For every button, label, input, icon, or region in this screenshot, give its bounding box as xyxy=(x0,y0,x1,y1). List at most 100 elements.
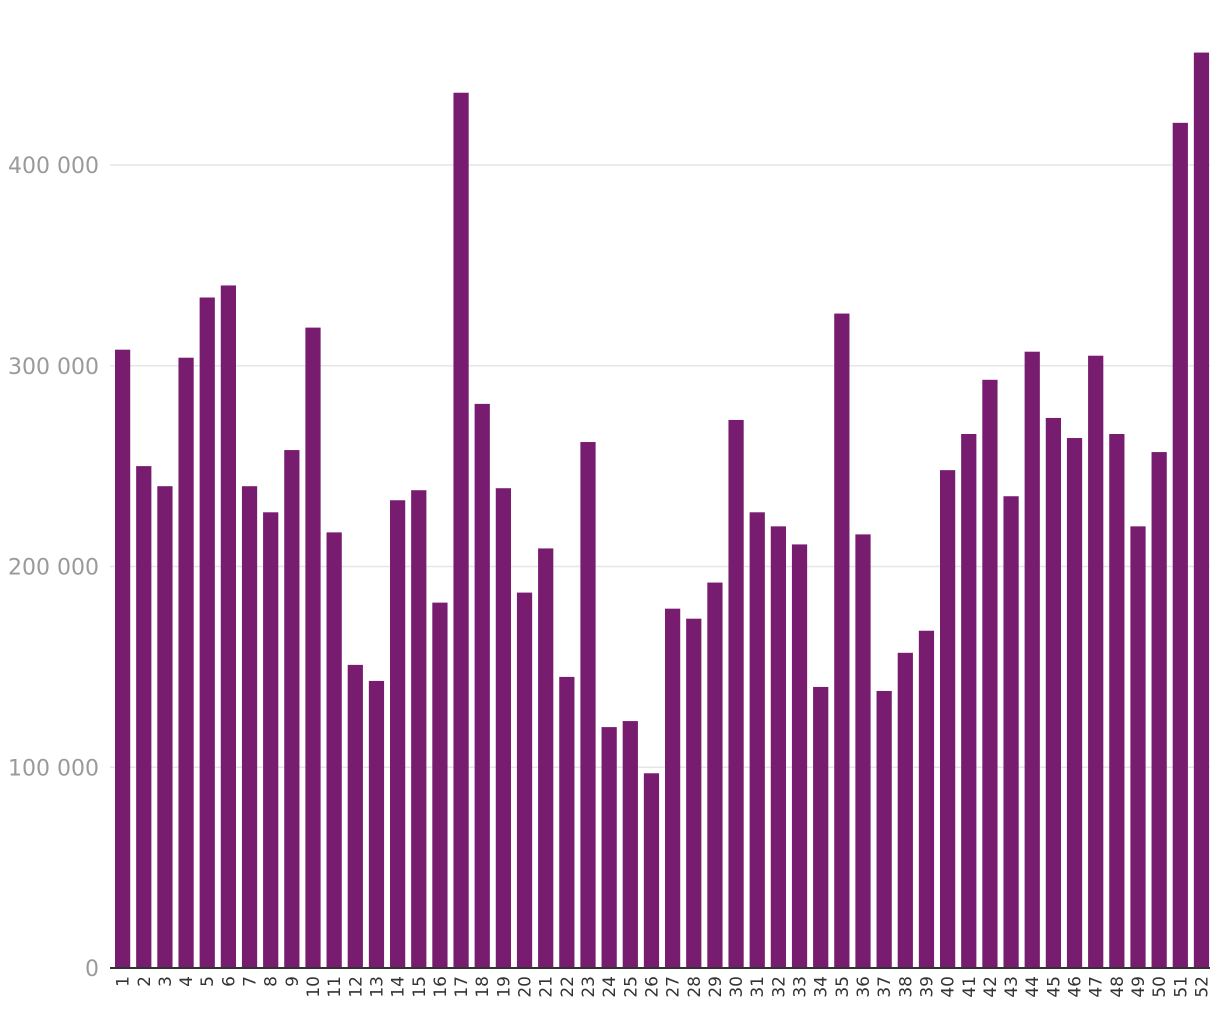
x-tick-label: 38 xyxy=(896,976,916,998)
bar-week-49 xyxy=(1130,526,1146,968)
x-tick-label: 45 xyxy=(1044,976,1064,998)
x-tick-label: 25 xyxy=(621,976,641,998)
bar-week-31 xyxy=(749,512,765,968)
bar-week-9 xyxy=(284,450,300,968)
bar-week-41 xyxy=(961,434,977,968)
x-tick-label: 47 xyxy=(1087,976,1107,998)
x-tick-label: 6 xyxy=(219,976,239,987)
bar-week-47 xyxy=(1088,355,1104,969)
bar-week-37 xyxy=(876,690,892,968)
x-tick-label: 26 xyxy=(642,976,662,998)
bar-week-2 xyxy=(136,466,152,968)
bar-week-34 xyxy=(813,686,829,968)
bar-week-15 xyxy=(411,490,427,968)
bar-week-20 xyxy=(516,592,533,968)
bar-week-8 xyxy=(263,512,279,968)
bar-week-18 xyxy=(474,403,490,968)
x-tick-label: 37 xyxy=(875,976,895,998)
x-tick-label: 21 xyxy=(537,976,557,998)
x-tick-label: 7 xyxy=(241,976,261,987)
bar-week-44 xyxy=(1024,351,1040,968)
bar-layer xyxy=(115,52,1210,969)
bar-week-26 xyxy=(643,773,660,968)
x-tick-label: 10 xyxy=(304,976,324,998)
bar-week-39 xyxy=(918,630,935,968)
y-tick-label: 200 000 xyxy=(8,556,99,581)
y-tick-label: 300 000 xyxy=(8,355,99,380)
bar-week-46 xyxy=(1066,438,1083,968)
x-tick-label: 52 xyxy=(1192,976,1212,998)
x-tick-label: 23 xyxy=(579,976,599,998)
bar-week-22 xyxy=(559,676,575,968)
x-tick-label: 32 xyxy=(769,976,789,998)
x-tick-label: 19 xyxy=(494,976,514,998)
x-tick-label: 2 xyxy=(135,976,155,987)
x-tick-label: 22 xyxy=(558,976,578,998)
x-tick-label: 30 xyxy=(727,976,747,998)
bar-week-13 xyxy=(368,680,385,968)
x-tick-label: 3 xyxy=(156,976,176,987)
x-tick-label: 24 xyxy=(600,976,620,998)
x-tick-label: 40 xyxy=(939,976,959,998)
bar-week-19 xyxy=(495,488,511,968)
x-tick-label: 5 xyxy=(198,976,218,987)
x-tick-label: 4 xyxy=(177,976,197,987)
bar-week-25 xyxy=(622,721,638,968)
x-tick-label: 49 xyxy=(1129,976,1149,998)
bar-week-29 xyxy=(707,582,723,968)
bar-week-12 xyxy=(347,664,363,968)
x-tick-label: 28 xyxy=(685,976,705,998)
x-tick-label: 35 xyxy=(833,976,853,998)
bar-week-28 xyxy=(686,618,702,968)
x-tick-label: 1 xyxy=(114,976,134,987)
y-tick-label: 100 000 xyxy=(8,756,99,781)
x-tick-label: 41 xyxy=(960,976,980,998)
bar-week-5 xyxy=(199,297,215,968)
bar-week-38 xyxy=(897,652,913,968)
x-tick-label: 20 xyxy=(516,976,536,998)
bar-week-3 xyxy=(157,486,173,968)
bar-week-14 xyxy=(390,500,406,968)
x-tick-label: 29 xyxy=(706,976,726,998)
bar-week-7 xyxy=(241,486,258,968)
bar-week-51 xyxy=(1172,122,1188,969)
x-tick-label: 15 xyxy=(410,976,430,998)
x-tick-label: 50 xyxy=(1150,976,1170,998)
bar-week-17 xyxy=(453,92,469,969)
x-tick-label: 8 xyxy=(262,976,282,987)
bar-week-27 xyxy=(665,608,681,968)
bar-week-11 xyxy=(326,532,342,968)
bar-week-21 xyxy=(538,548,554,968)
x-tick-label: 11 xyxy=(325,976,345,998)
bar-week-50 xyxy=(1151,452,1167,968)
x-tick-label: 51 xyxy=(1171,976,1191,998)
x-tick-label: 27 xyxy=(664,976,684,998)
bar-week-35 xyxy=(834,313,850,968)
x-tick-label: 18 xyxy=(473,976,493,998)
bar-week-24 xyxy=(601,727,617,968)
bar-week-6 xyxy=(220,285,236,968)
x-tick-label: 16 xyxy=(431,976,451,998)
x-tick-label: 13 xyxy=(367,976,387,998)
x-tick-label: 46 xyxy=(1066,976,1086,998)
x-tick-label: 48 xyxy=(1108,976,1128,998)
bar-week-33 xyxy=(791,544,808,968)
bar-week-40 xyxy=(940,470,956,968)
bar-week-43 xyxy=(1003,496,1019,968)
x-tick-label: 44 xyxy=(1023,976,1043,998)
bar-week-23 xyxy=(580,442,596,968)
y-tick-label: 0 xyxy=(85,957,99,982)
y-tick-label: 400 000 xyxy=(8,154,99,179)
bar-week-52 xyxy=(1193,52,1210,968)
bar-week-10 xyxy=(305,327,321,968)
x-tick-label: 12 xyxy=(346,976,366,998)
bar-week-16 xyxy=(432,602,448,968)
bar-week-42 xyxy=(982,379,998,968)
bar-week-1 xyxy=(115,349,131,968)
bar-week-4 xyxy=(178,357,194,969)
x-tick-label: 9 xyxy=(283,976,303,987)
x-tick-label: 17 xyxy=(452,976,472,998)
x-tick-label: 14 xyxy=(389,976,409,998)
